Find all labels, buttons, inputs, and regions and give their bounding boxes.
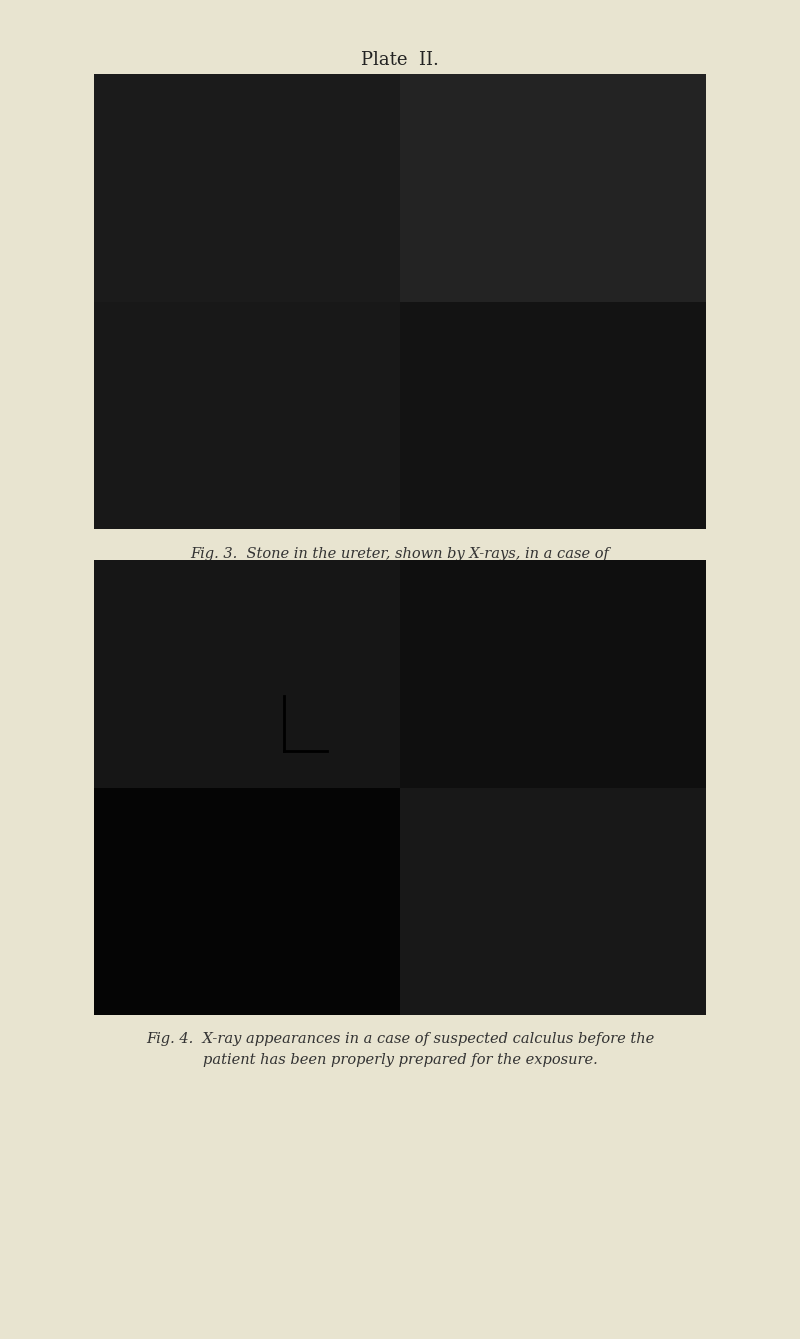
Text: pseudo-appendicitis.: pseudo-appendicitis.	[323, 569, 477, 582]
Text: patient has been properly prepared for the exposure.: patient has been properly prepared for t…	[202, 1054, 598, 1067]
Text: Fig. 4.  X-ray appearances in a case of suspected calculus before the: Fig. 4. X-ray appearances in a case of s…	[146, 1032, 654, 1046]
Text: Plate  II.: Plate II.	[361, 51, 439, 70]
Text: Fig. 3.  Stone in the ureter, shown by X-rays, in a case of: Fig. 3. Stone in the ureter, shown by X-…	[190, 548, 610, 561]
